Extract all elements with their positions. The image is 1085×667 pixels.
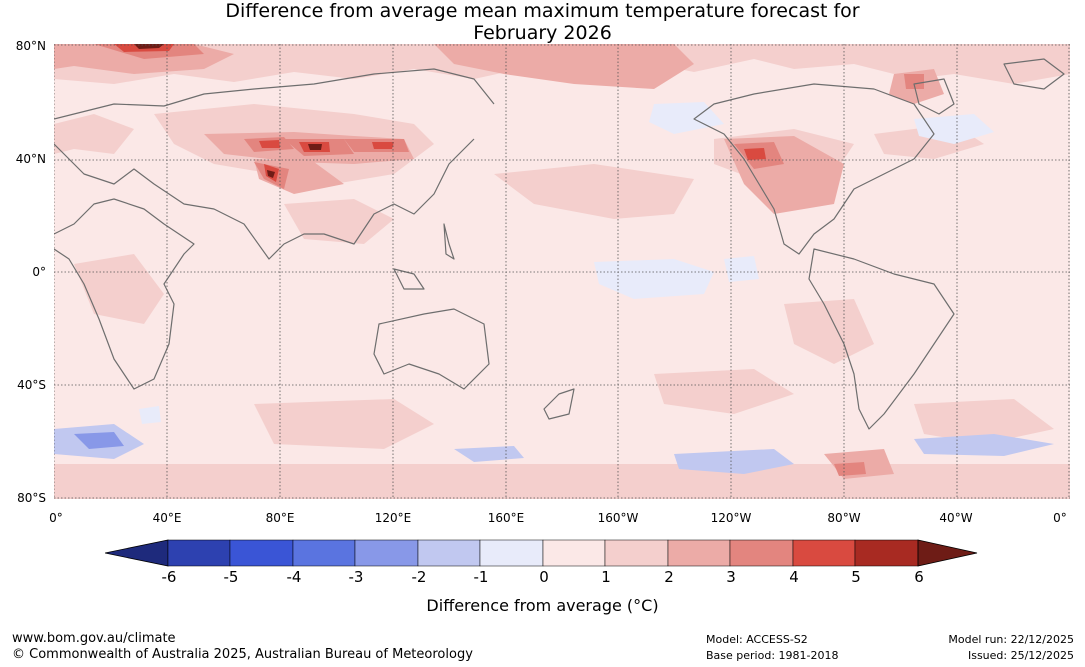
- colorbar-overflow-arrow: [917, 539, 978, 567]
- colorbar-segment: [292, 539, 356, 567]
- colorbar-segment: [542, 539, 606, 567]
- colorbar-segment: [479, 539, 544, 567]
- footer-site-link[interactable]: www.bom.gov.au/climate: [12, 631, 176, 646]
- colorbar-tick-label: -4: [286, 568, 302, 586]
- lon-label-0-east-edge: 0°: [1053, 511, 1067, 525]
- colorbar-tick-label: 4: [789, 568, 799, 586]
- colorbar-segment: [604, 539, 669, 567]
- colorbar-segment: [354, 539, 419, 567]
- colorbar: [105, 539, 978, 567]
- footer-issued: Issued: 25/12/2025: [967, 649, 1074, 662]
- footer-model-run: Model run: 22/12/2025: [948, 633, 1074, 646]
- lon-label-120w: 120°W: [710, 511, 752, 525]
- colorbar-tick-label: 5: [851, 568, 861, 586]
- colorbar-tick-label: -5: [223, 568, 239, 586]
- coastlines: [54, 58, 1065, 430]
- colorbar-tick-label: 0: [539, 568, 549, 586]
- colorbar-tick-label: 1: [601, 568, 611, 586]
- lon-label-40e: 40°E: [152, 511, 182, 525]
- lon-label-120e: 120°E: [374, 511, 412, 525]
- lat-label-80n: 80°N: [15, 39, 46, 53]
- colorbar-segment: [792, 539, 856, 567]
- colorbar-segment: [667, 539, 731, 567]
- forecast-map: [54, 44, 1070, 499]
- lon-label-80w: 80°W: [827, 511, 861, 525]
- colorbar-tick-label: -6: [161, 568, 177, 586]
- graticule: [54, 44, 1070, 499]
- map-title-line-1: Difference from average mean maximum tem…: [225, 0, 860, 22]
- colorbar-segment: [229, 539, 294, 567]
- colorbar-tick-label: 6: [914, 568, 924, 586]
- lon-label-160w: 160°W: [597, 511, 639, 525]
- footer-model: Model: ACCESS-S2: [706, 633, 808, 646]
- colorbar-underflow-arrow: [105, 539, 169, 567]
- lat-label-40s: 40°S: [17, 378, 46, 392]
- lat-label-80s: 80°S: [17, 491, 46, 505]
- colorbar-tick-label: -1: [473, 568, 489, 586]
- lat-label-equator: 0°: [32, 265, 46, 279]
- footer-base-period: Base period: 1981-2018: [706, 649, 839, 662]
- colorbar-segment: [167, 539, 231, 567]
- colorbar-segment: [417, 539, 481, 567]
- colorbar-tick-label: 3: [726, 568, 736, 586]
- footer-copyright: © Commonwealth of Australia 2025, Austra…: [12, 647, 473, 662]
- lon-label-160e: 160°E: [487, 511, 525, 525]
- colorbar-tick-label: -2: [411, 568, 427, 586]
- anomaly-negative-regions: [54, 102, 1054, 474]
- map-title-line-2: February 2026: [473, 22, 612, 44]
- lat-label-40n: 40°N: [15, 152, 46, 166]
- colorbar-segment: [729, 539, 794, 567]
- colorbar-segment: [854, 539, 919, 567]
- colorbar-title: Difference from average (°C): [426, 596, 659, 615]
- lon-label-80e: 80°E: [265, 511, 295, 525]
- lon-label-0-west-edge: 0°: [49, 511, 63, 525]
- lon-label-40w: 40°W: [939, 511, 973, 525]
- colorbar-tick-label: 2: [664, 568, 674, 586]
- colorbar-tick-label: -3: [348, 568, 364, 586]
